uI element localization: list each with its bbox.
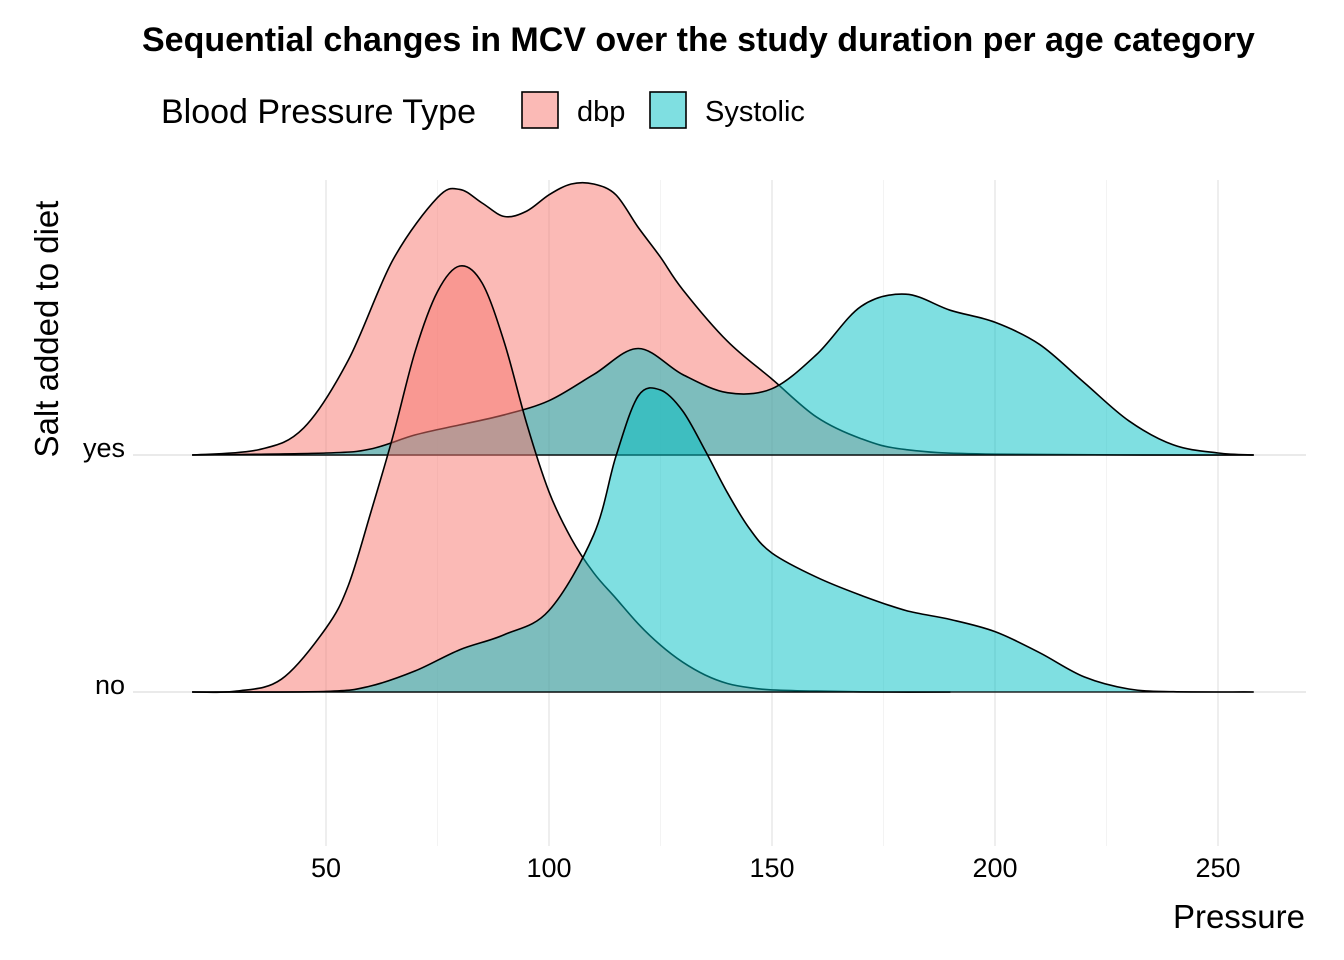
x-tick-label: 150 bbox=[749, 853, 794, 883]
legend-swatch-dbp bbox=[521, 91, 559, 129]
axis-ticks: 50 100 150 200 250 no yes bbox=[83, 433, 1241, 883]
x-tick-label: 250 bbox=[1195, 853, 1240, 883]
x-tick-label: 100 bbox=[526, 853, 571, 883]
legend-swatch-systolic bbox=[649, 91, 687, 129]
legend-title: Blood Pressure Type bbox=[161, 93, 476, 131]
density-area-dbp-no bbox=[192, 265, 951, 693]
x-tick-label: 200 bbox=[972, 853, 1017, 883]
chart-title: Sequential changes in MCV over the study… bbox=[142, 21, 1255, 59]
legend: Blood Pressure Type dbp Systolic bbox=[161, 91, 805, 131]
x-axis-title: Pressure bbox=[1173, 898, 1305, 935]
density-line-systolic-no bbox=[192, 387, 1254, 693]
y-tick-label-yes: yes bbox=[83, 433, 125, 463]
x-tick-label: 50 bbox=[311, 853, 341, 883]
density-area-systolic-yes bbox=[192, 294, 1254, 455]
density-area-systolic-no bbox=[192, 387, 1254, 693]
density-areas bbox=[192, 181, 1254, 694]
y-axis-title: Salt added to diet bbox=[28, 201, 65, 458]
legend-label-systolic: Systolic bbox=[705, 96, 805, 128]
y-tick-label-no: no bbox=[95, 670, 125, 700]
legend-label-dbp: dbp bbox=[577, 96, 625, 128]
